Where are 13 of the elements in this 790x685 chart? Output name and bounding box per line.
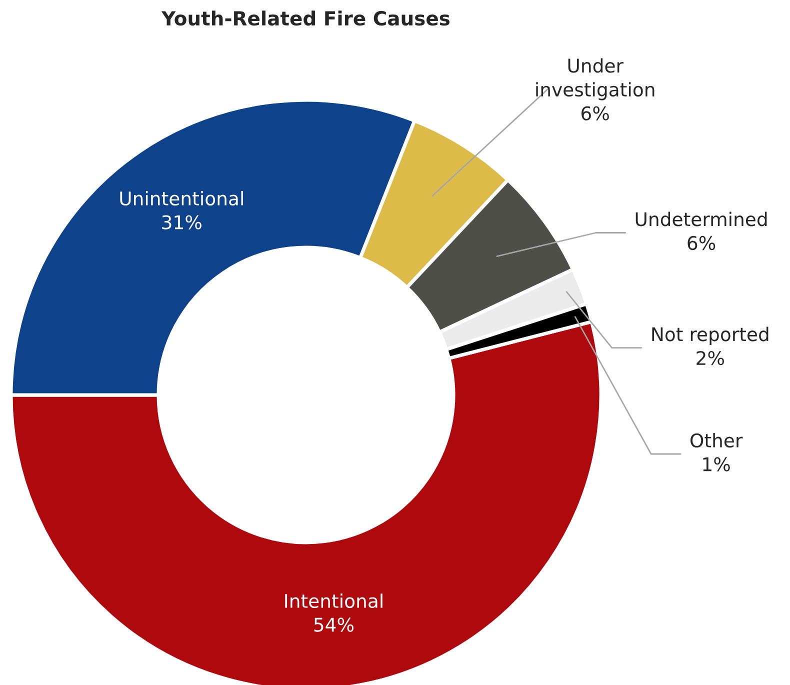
data-label: 54% [314,618,354,632]
data-label: 31% [162,215,202,230]
data-label: 6% [688,236,716,250]
data-label: 6% [582,106,609,120]
slice-label: Not reported [652,326,768,345]
slice-label: Under investigation [536,58,654,100]
data-label: 2% [696,350,724,366]
slice-label: Unintentional [120,191,243,206]
slice-label: Intentional [285,594,382,608]
chart-title: Youth-Related Fire Causes [161,10,450,26]
data-label: 1% [703,457,730,472]
slice-label: Undetermined [636,212,767,226]
slice-label: Other [690,433,743,448]
